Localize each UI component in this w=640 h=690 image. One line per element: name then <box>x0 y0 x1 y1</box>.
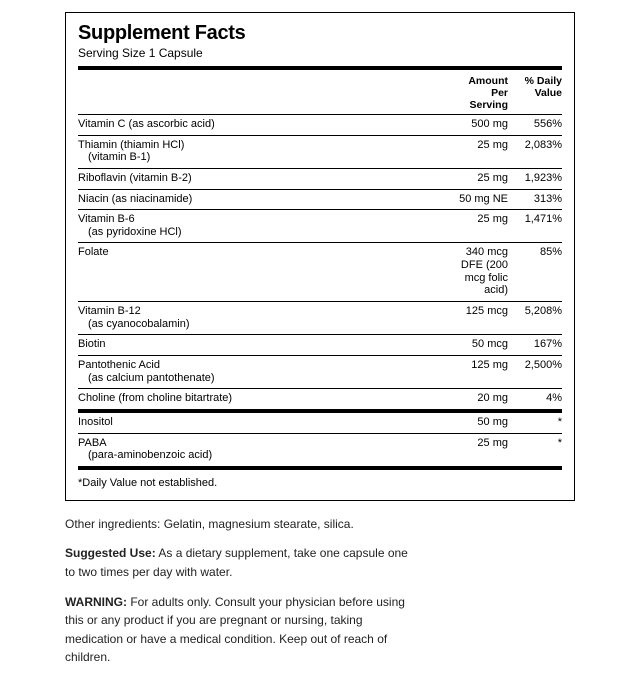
nutrient-amount: 125 mcg <box>452 305 516 318</box>
column-headers: Amount Per Serving % Daily Value <box>78 70 562 114</box>
nutrient-dv: * <box>516 416 562 429</box>
nutrient-row: Choline (from choline bitartrate)20 mg4% <box>78 388 562 409</box>
nutrient-sub: (as cyanocobalamin) <box>78 318 448 331</box>
nutrient-dv: 2,500% <box>516 359 562 372</box>
nutrient-dv: * <box>516 437 562 450</box>
nutrient-row: Niacin (as niacinamide)50 mg NE313% <box>78 189 562 210</box>
nutrient-dv: 2,083% <box>516 139 562 152</box>
nutrient-sub: (vitamin B-1) <box>78 151 448 164</box>
nutrient-dv: 4% <box>516 392 562 405</box>
nutrient-dv: 85% <box>516 246 562 259</box>
nutrient-amount: 50 mcg <box>452 338 516 351</box>
nutrient-row: Vitamin B-6(as pyridoxine HCl)25 mg1,471… <box>78 209 562 242</box>
dv-footnote: *Daily Value not established. <box>78 470 562 491</box>
nutrient-amount: 50 mg <box>452 416 516 429</box>
nutrient-sub: (as calcium pantothenate) <box>78 372 448 385</box>
nutrient-name: Vitamin B-6(as pyridoxine HCl) <box>78 213 452 238</box>
nutrient-row: Pantothenic Acid(as calcium pantothenate… <box>78 355 562 388</box>
nutrient-sub: (para-aminobenzoic acid) <box>78 449 448 462</box>
nutrient-amount: 25 mg <box>452 139 516 152</box>
nutrient-amount: 500 mg <box>452 118 516 131</box>
nutrient-name: Pantothenic Acid(as calcium pantothenate… <box>78 359 452 384</box>
nutrient-name: Vitamin B-12(as cyanocobalamin) <box>78 305 452 330</box>
suggested-use: Suggested Use: As a dietary supplement, … <box>65 544 415 581</box>
nutrient-name: Thiamin (thiamin HCl)(vitamin B-1) <box>78 139 452 164</box>
nutrient-sub: (as pyridoxine HCl) <box>78 226 448 239</box>
nutrient-name: Folate <box>78 246 452 259</box>
nutrient-dv: 1,471% <box>516 213 562 226</box>
nutrient-name: Niacin (as niacinamide) <box>78 193 452 206</box>
facts-panel: Supplement Facts Serving Size 1 Capsule … <box>65 12 575 501</box>
header-amount: Amount Per Serving <box>452 75 516 111</box>
nutrient-dv: 5,208% <box>516 305 562 318</box>
supplement-facts-wrapper: Supplement Facts Serving Size 1 Capsule … <box>0 0 640 690</box>
nutrient-amount: 125 mg <box>452 359 516 372</box>
nutrient-name: Vitamin C (as ascorbic acid) <box>78 118 452 131</box>
nutrient-dv: 313% <box>516 193 562 206</box>
nutrient-dv: 1,923% <box>516 172 562 185</box>
suggested-use-label: Suggested Use: <box>65 546 156 560</box>
nutrient-name: Biotin <box>78 338 452 351</box>
nutrient-amount: 340 mcg DFE (200 mcg folic acid) <box>452 246 516 297</box>
nutrient-row: Biotin50 mcg167% <box>78 334 562 355</box>
nutrient-row: Inositol50 mg* <box>78 413 562 433</box>
nutrient-amount: 25 mg <box>452 213 516 226</box>
nutrient-amount: 25 mg <box>452 172 516 185</box>
nutrient-name: Inositol <box>78 416 452 429</box>
warning-label: WARNING: <box>65 595 127 609</box>
nutrient-amount: 25 mg <box>452 437 516 450</box>
nutrient-row: PABA(para-aminobenzoic acid)25 mg* <box>78 433 562 466</box>
nutrient-name: Choline (from choline bitartrate) <box>78 392 452 405</box>
nutrient-amount: 20 mg <box>452 392 516 405</box>
nutrient-dv: 556% <box>516 118 562 131</box>
below-panel-text: Other ingredients: Gelatin, magnesium st… <box>65 515 575 667</box>
nutrient-amount: 50 mg NE <box>452 193 516 206</box>
other-ingredients: Other ingredients: Gelatin, magnesium st… <box>65 515 415 534</box>
nutrient-row: Folate340 mcg DFE (200 mcg folic acid)85… <box>78 242 562 301</box>
serving-size: Serving Size 1 Capsule <box>78 46 562 60</box>
nutrient-row: Thiamin (thiamin HCl)(vitamin B-1)25 mg2… <box>78 135 562 168</box>
nutrient-row: Vitamin B-12(as cyanocobalamin)125 mcg5,… <box>78 301 562 334</box>
nutrient-section-2: Inositol50 mg*PABA(para-aminobenzoic aci… <box>78 413 562 466</box>
nutrient-name: Riboflavin (vitamin B-2) <box>78 172 452 185</box>
nutrient-row: Vitamin C (as ascorbic acid)500 mg556% <box>78 115 562 135</box>
panel-title: Supplement Facts <box>78 22 562 45</box>
nutrient-section-1: Vitamin C (as ascorbic acid)500 mg556%Th… <box>78 115 562 409</box>
warning: WARNING: For adults only. Consult your p… <box>65 593 415 667</box>
nutrient-dv: 167% <box>516 338 562 351</box>
nutrient-name: PABA(para-aminobenzoic acid) <box>78 437 452 462</box>
header-dv: % Daily Value <box>516 75 562 111</box>
nutrient-row: Riboflavin (vitamin B-2)25 mg1,923% <box>78 168 562 189</box>
